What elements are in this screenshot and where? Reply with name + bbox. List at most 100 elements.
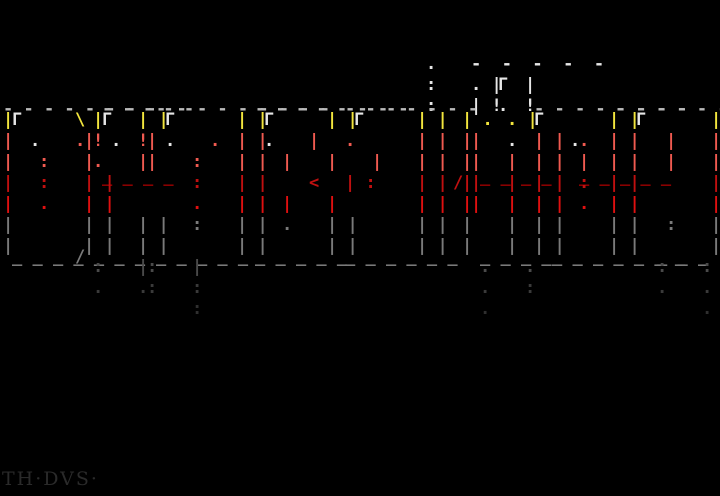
ascii-run: ! [138, 131, 149, 151]
ascii-run: : [39, 173, 50, 193]
ascii-run: | | [534, 194, 565, 214]
ascii-run: . [480, 299, 491, 319]
ascii-run: | [507, 215, 518, 235]
ascii-run: ! [525, 96, 536, 116]
ascii-run: Γ [165, 110, 176, 130]
ascii-run: : [426, 96, 437, 116]
ascii-run: | | [138, 110, 169, 130]
ascii-run: | [666, 152, 677, 172]
ascii-run: | [711, 215, 720, 235]
ascii-run: : [426, 75, 437, 95]
ascii-run: | [711, 152, 720, 172]
ascii-run: | [471, 173, 482, 193]
ascii-run: | [462, 194, 473, 214]
ascii-run: | [84, 131, 95, 151]
ascii-run: | [711, 131, 720, 151]
ascii-run: _ _ _ _ [480, 247, 552, 267]
ascii-run: | [579, 152, 590, 172]
ascii-run: | | [534, 131, 565, 151]
ascii-run: | | [417, 131, 448, 151]
ascii-run: | | [417, 152, 448, 172]
ascii-run: . | [471, 75, 502, 95]
ascii-run: . [579, 131, 590, 151]
ascii-run: | | [609, 152, 640, 172]
ascii-run: . [210, 131, 221, 151]
ascii-run: ! [93, 131, 104, 151]
ascii-run: | | [138, 215, 169, 235]
ascii-run: - - - - - - - [345, 99, 479, 119]
ascii-run: - - - - - - - - [3, 99, 157, 119]
ascii-run: | [525, 75, 536, 95]
ascii-run: | [3, 215, 14, 235]
ascii-run: . [93, 278, 104, 298]
ascii-run: | [462, 173, 473, 193]
watermark-label: TH·DVS· [2, 468, 99, 490]
ascii-run: : [93, 257, 104, 277]
ascii-run: Γ [12, 110, 23, 130]
ascii-run: _ _ _ _ [480, 167, 552, 187]
ascii-run: . [138, 278, 149, 298]
ascii-run: | [462, 152, 473, 172]
ascii-run: | | [609, 215, 640, 235]
ascii-run: . [525, 257, 536, 277]
ascii-run: | | [237, 236, 268, 256]
ascii-run: \ [75, 110, 86, 130]
ascii-run: . [264, 131, 275, 151]
ascii-run: | [462, 131, 473, 151]
ascii-run: | [507, 194, 518, 214]
ascii-run: | | [237, 194, 268, 214]
ascii-run: | | [609, 173, 640, 193]
ascii-run: - - - - - - - - [534, 99, 688, 119]
ascii-run: | | [417, 215, 448, 235]
ascii-run: | [711, 110, 720, 130]
ascii-run: | [147, 131, 158, 151]
ascii-run: | [471, 152, 482, 172]
ascii-run: | [147, 152, 158, 172]
ascii-run: - - - - - - - - - - [615, 99, 720, 119]
ascii-run: | | [417, 173, 448, 193]
ascii-run: | | [84, 173, 115, 193]
ascii-run: _ _ _ _ _ _ _ [552, 247, 686, 267]
ascii-run: | [309, 131, 320, 151]
ascii-run: | [327, 152, 338, 172]
ascii-run: | [507, 173, 518, 193]
ascii-run: | | [237, 173, 268, 193]
ascii-run: | [711, 194, 720, 214]
ascii-run: | | [609, 131, 640, 151]
ascii-run: . [480, 278, 491, 298]
ascii-run: . [579, 194, 590, 214]
ascii-run: | | [609, 194, 640, 214]
ascii-run: | [471, 194, 482, 214]
ascii-run: | | [609, 110, 640, 130]
ascii-run: | [3, 173, 14, 193]
ascii-run: . [111, 131, 122, 151]
ascii-run: . [570, 131, 581, 151]
ascii-run: Γ [102, 110, 113, 130]
ascii-run: . [426, 54, 437, 74]
ascii-run: | [3, 152, 14, 172]
ascii-run: : [666, 215, 677, 235]
ascii-run: _ _ _ _ _ [255, 247, 348, 267]
ascii-run: - - - - - [102, 99, 195, 119]
ascii-run: . [93, 152, 104, 172]
ascii-run: | | [534, 173, 565, 193]
ascii-run: | | [84, 236, 115, 256]
ascii-run: _ _ _ _ _ [579, 167, 672, 187]
ascii-run: | | [534, 215, 565, 235]
ascii-run: | [507, 236, 518, 256]
ascii-run: . | [507, 110, 538, 130]
ascii-run: | | [138, 236, 169, 256]
ascii-run: _ _ _ _ _ _ _ [12, 247, 146, 267]
ascii-run: | [507, 152, 518, 172]
ascii-run: / [453, 173, 464, 193]
ascii-run: | | [237, 215, 268, 235]
ascii-run: | | [417, 110, 448, 130]
ascii-run: | | [84, 194, 115, 214]
ascii-run: : [192, 278, 203, 298]
ascii-run: | | [327, 110, 358, 130]
ascii-run: _ _ _ _ _ _ [345, 247, 458, 267]
ascii-run: | | [237, 110, 268, 130]
ascii-run: | [282, 194, 293, 214]
ascii-run: Γ [354, 110, 365, 130]
ascii-run: . [30, 131, 41, 151]
